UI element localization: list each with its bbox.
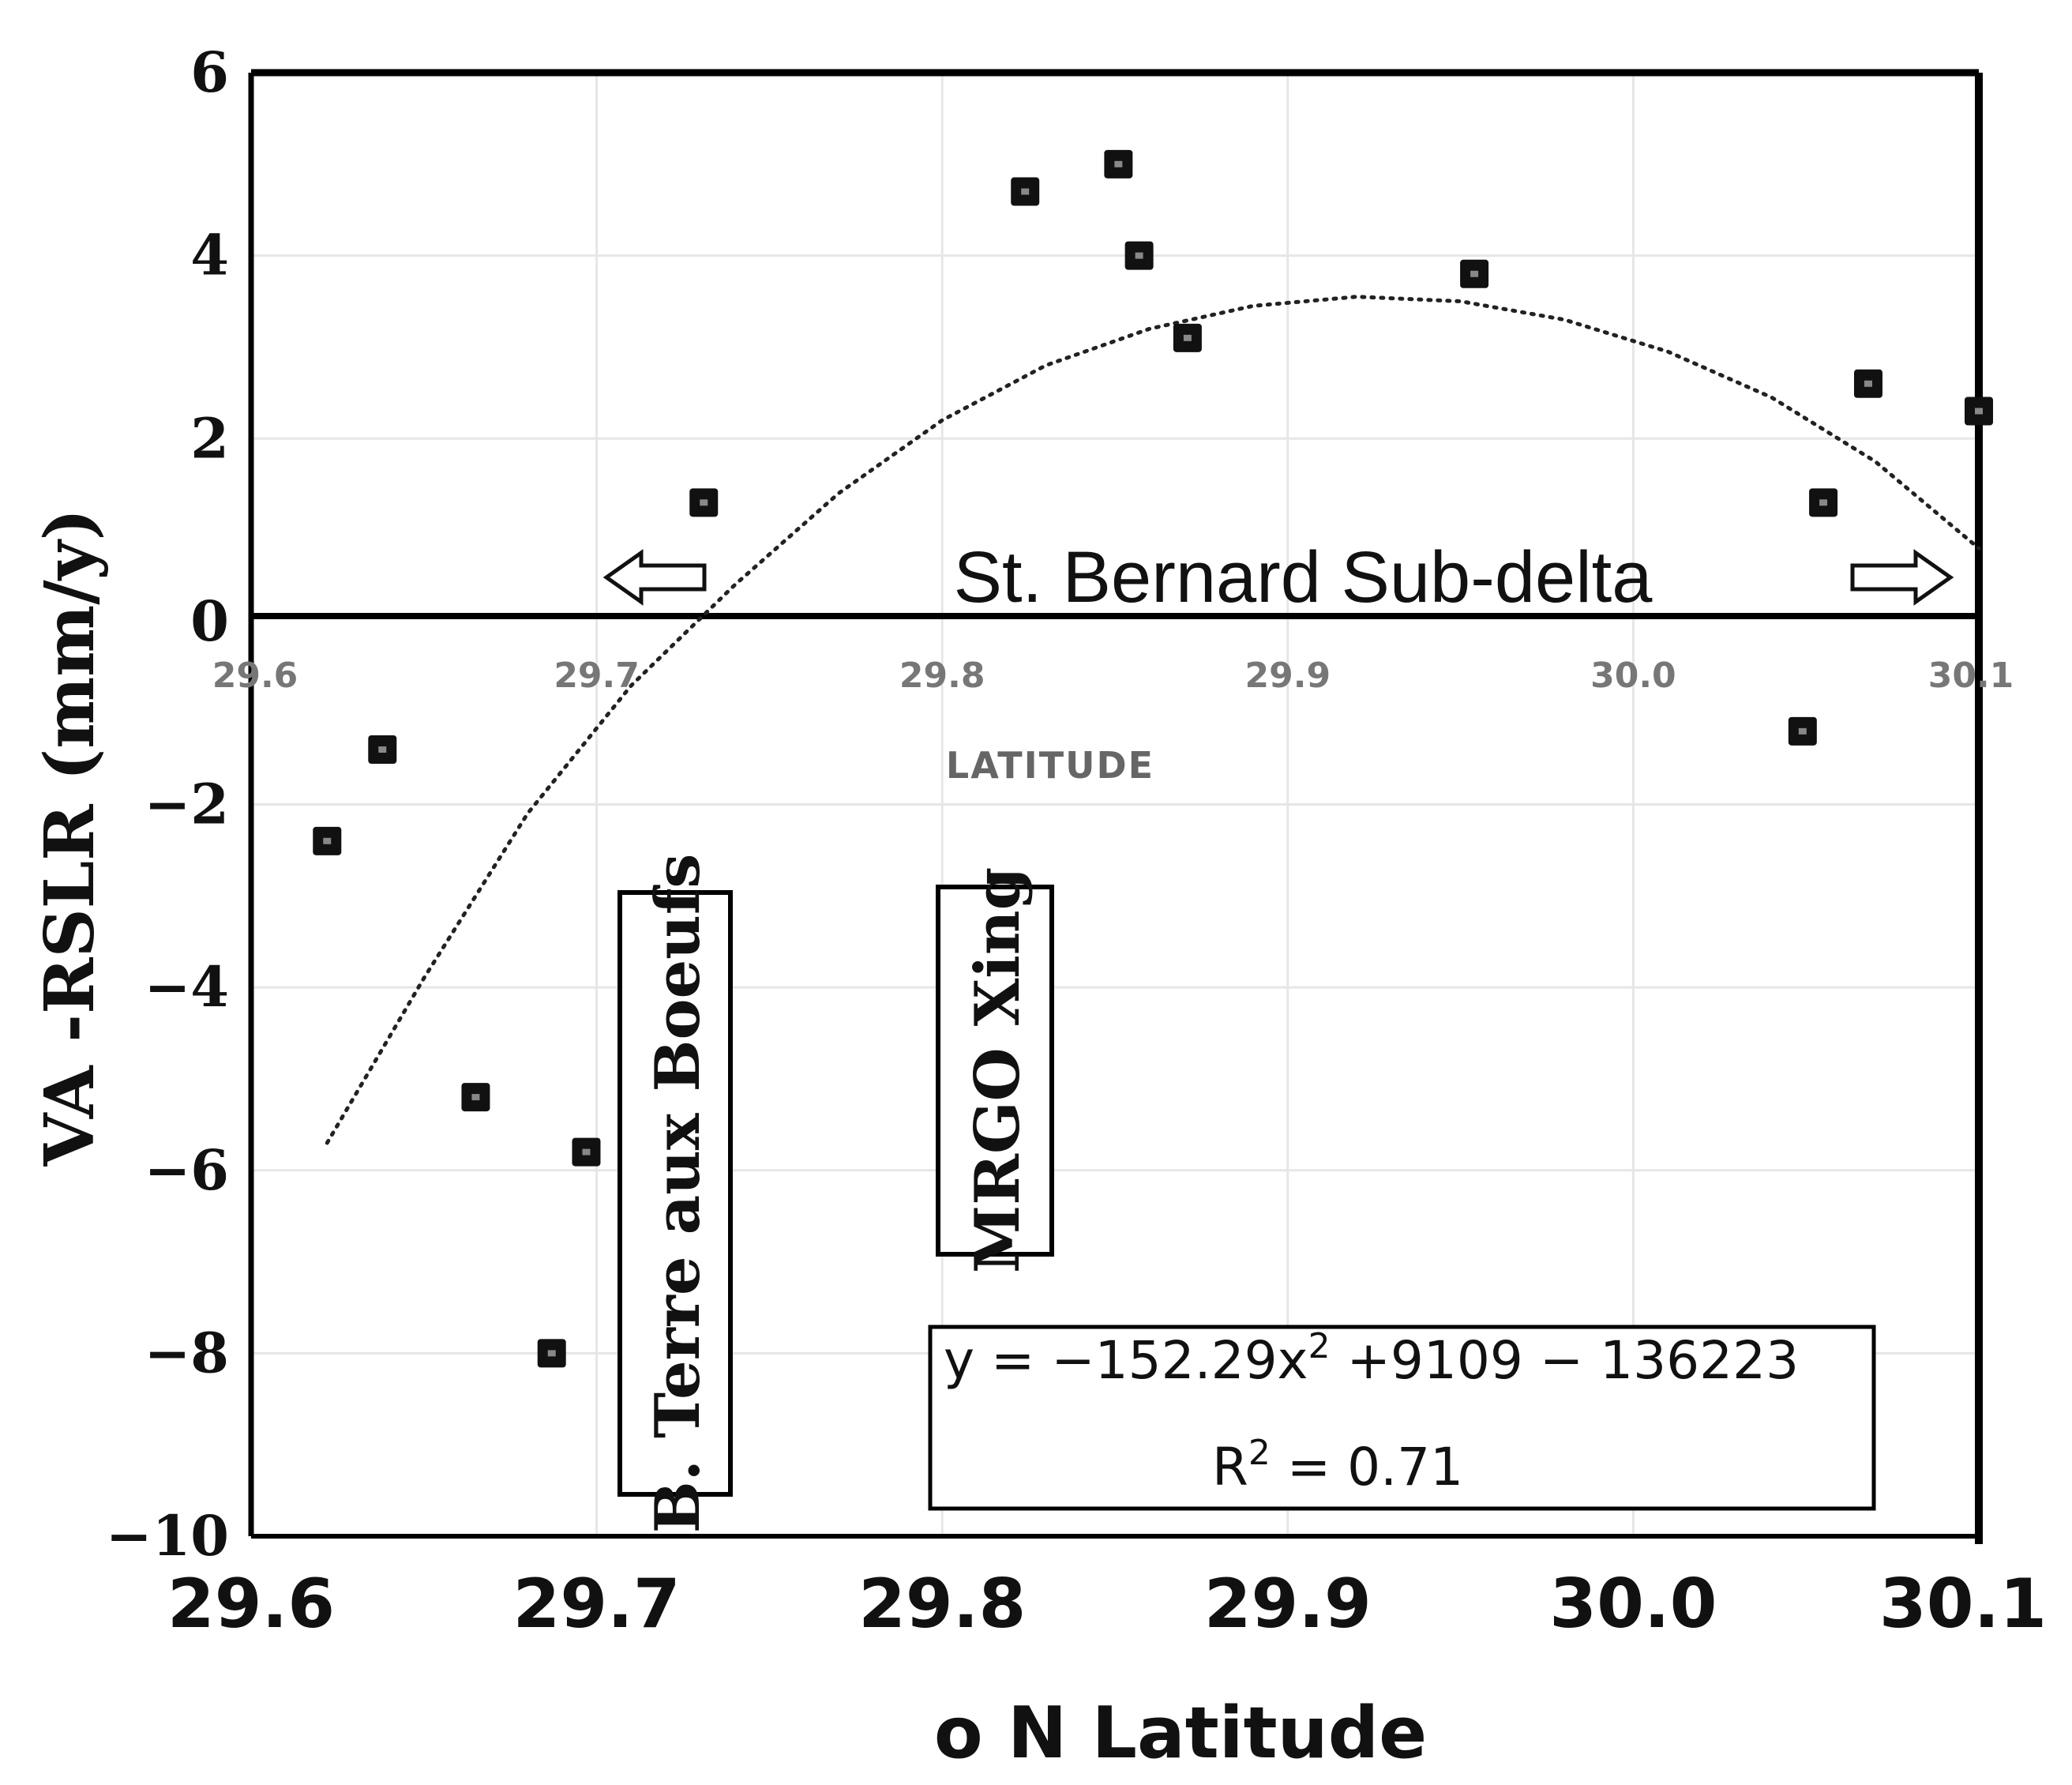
- data-point: [1853, 369, 1882, 398]
- y-tick-label: 6: [190, 39, 229, 105]
- data-point: [537, 1339, 566, 1368]
- data-point: [689, 488, 719, 517]
- data-point: [368, 735, 397, 765]
- y-axis-label: VA -RSLR (mm/y): [30, 509, 110, 1167]
- grid: [251, 73, 1979, 1536]
- data-point: [1809, 488, 1838, 517]
- x-tick-label: 30.0: [1549, 1565, 1717, 1644]
- y-tick-label: −10: [106, 1503, 229, 1569]
- region-annotation: St. Bernard Sub-delta: [602, 537, 1954, 618]
- data-points: [313, 149, 1993, 1368]
- inner-x-tick-label: 30.0: [1590, 656, 1676, 696]
- x-tick-label: 29.9: [1204, 1565, 1372, 1644]
- data-point: [313, 826, 342, 855]
- equation-box: y = −152.29x2 +9109 − 136223 R2 = 0.71: [928, 1325, 1876, 1511]
- data-point: [461, 1083, 490, 1112]
- x-tick-labels: 29.6 29.7 29.8 29.9 30.0 30.1: [167, 1565, 2047, 1644]
- y-tick-label: −4: [145, 954, 229, 1020]
- inner-x-tick-label: 29.7: [554, 656, 640, 696]
- x-axis-label: o N Latitude: [934, 1692, 1427, 1775]
- box-terre-aux-boeufs-label: B. Terre aux Boeufs: [642, 854, 714, 1534]
- x-tick-label: 29.8: [858, 1565, 1026, 1644]
- y-tick-label: −8: [145, 1320, 229, 1385]
- inner-x-tick-labels: 29.6 29.7 29.8 29.9 30.0 30.1: [212, 656, 2014, 696]
- x-tick-label: 29.6: [167, 1565, 335, 1644]
- x-tick-label: 30.1: [1879, 1565, 2047, 1644]
- data-point: [1965, 396, 1993, 426]
- right-arrow-icon: [1850, 549, 1954, 606]
- box-mrgo-xing-label: MRGO Xing: [962, 867, 1034, 1273]
- data-point: [572, 1137, 601, 1167]
- y-tick-label: 0: [190, 588, 229, 654]
- y-tick-labels: 6 4 2 0 −2 −4 −6 −8 −10: [106, 39, 229, 1569]
- inner-x-tick-label: 29.6: [212, 656, 298, 696]
- data-point: [1124, 241, 1154, 270]
- data-point: [1104, 149, 1133, 178]
- y-tick-label: 2: [190, 405, 229, 471]
- equation-text: y = −152.29x2 +9109 − 136223: [944, 1326, 1799, 1391]
- y-tick-label: −2: [145, 772, 229, 837]
- y-tick-label: 4: [190, 223, 229, 288]
- box-terre-aux-boeufs: B. Terre aux Boeufs: [617, 854, 733, 1534]
- x-tick-label: 29.7: [513, 1565, 681, 1644]
- box-mrgo-xing: MRGO Xing: [936, 867, 1054, 1273]
- inner-x-tick-label: 30.1: [1928, 656, 2014, 696]
- inner-x-axis-label: LATITUDE: [946, 744, 1154, 787]
- left-arrow-icon: [602, 549, 707, 606]
- trendline: [325, 295, 1981, 1145]
- data-point: [1173, 323, 1202, 352]
- data-point: [1011, 177, 1040, 206]
- inner-x-tick-label: 29.9: [1245, 656, 1331, 696]
- data-point: [1460, 259, 1489, 288]
- plot-frame: [248, 69, 1983, 1544]
- inner-x-tick-label: 29.8: [899, 656, 985, 696]
- r-squared-text: R2 = 0.71: [1212, 1433, 1463, 1498]
- data-point: [1788, 716, 1817, 746]
- y-tick-label: −6: [145, 1137, 229, 1203]
- region-label: St. Bernard Sub-delta: [954, 537, 1653, 618]
